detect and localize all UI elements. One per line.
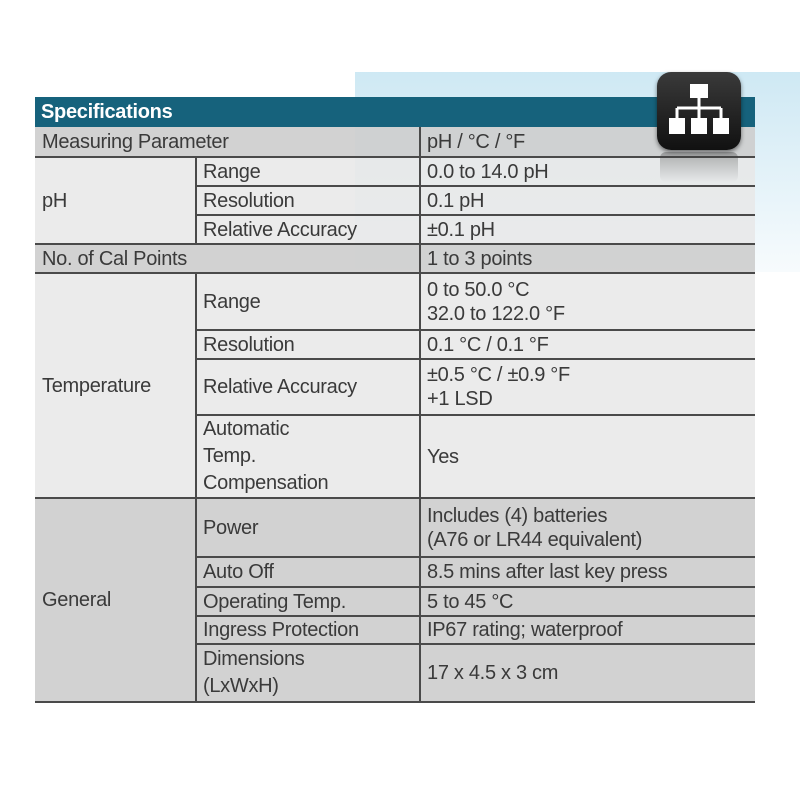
ph-range-label: Range xyxy=(203,160,261,183)
power-line-2: (A76 or LR44 equivalent) xyxy=(427,528,643,551)
auto-off-label: Auto Off xyxy=(203,561,274,583)
power-line-1: Includes (4) batteries xyxy=(427,504,608,527)
measuring-label: Measuring Parameter xyxy=(42,131,229,153)
measuring-value: pH / °C / °F xyxy=(427,131,525,153)
temperature-group-label: Temperature xyxy=(42,374,151,397)
atc-label-line-1: Automatic xyxy=(203,418,290,440)
temp-range-label: Range xyxy=(203,290,261,313)
temp-accuracy-line-1: ±0.5 °C / ±0.9 °F xyxy=(427,364,570,386)
power-value: Includes (4) batteries (A76 or LR44 equi… xyxy=(420,498,755,557)
power-label: Power xyxy=(203,516,259,539)
temp-range-celsius: 0 to 50.0 °C xyxy=(427,278,530,301)
temp-accuracy-value: ±0.5 °C / ±0.9 °F +1 LSD xyxy=(420,359,755,415)
ingress-value: IP67 rating; waterproof xyxy=(427,619,623,641)
temp-resolution-label: Resolution xyxy=(203,333,295,356)
dimensions-label: Dimensions (LxWxH) xyxy=(196,644,420,702)
row-bg xyxy=(35,273,755,498)
auto-off-value: 8.5 mins after last key press xyxy=(427,561,668,583)
row-bg xyxy=(35,244,755,273)
atc-label-line-3: Compensation xyxy=(203,472,329,494)
general-group-label: General xyxy=(42,589,112,611)
dimensions-value: 17 x 4.5 x 3 cm xyxy=(427,662,559,684)
cal-points-label: No. of Cal Points xyxy=(42,247,187,270)
row-bg xyxy=(35,498,755,702)
temp-accuracy-line-2: +1 LSD xyxy=(427,388,493,410)
cal-points-value: 1 to 3 points xyxy=(427,247,533,270)
ph-group-label: pH xyxy=(42,189,67,212)
ph-range-value: 0.0 to 14.0 pH xyxy=(427,160,549,183)
ingress-label: Ingress Protection xyxy=(203,619,359,641)
dimensions-label-line-1: Dimensions xyxy=(203,648,305,670)
ph-accuracy-value: ±0.1 pH xyxy=(427,218,495,241)
sitemap-hierarchy-icon xyxy=(657,72,741,150)
temp-resolution-value: 0.1 °C / 0.1 °F xyxy=(427,333,549,356)
icon-reflection xyxy=(660,152,738,182)
atc-value: Yes xyxy=(427,445,459,468)
temp-range-value: 0 to 50.0 °C 32.0 to 122.0 °F xyxy=(420,273,755,330)
dimensions-label-line-2: (LxWxH) xyxy=(203,675,279,697)
temp-range-fahrenheit: 32.0 to 122.0 °F xyxy=(427,302,565,325)
ph-resolution-value: 0.1 pH xyxy=(427,189,485,212)
atc-label-line-2: Temp. xyxy=(203,445,256,467)
temp-accuracy-label: Relative Accuracy xyxy=(203,376,357,398)
row-bg xyxy=(35,127,755,157)
ph-accuracy-label: Relative Accuracy xyxy=(203,218,357,241)
atc-label: Automatic Temp. Compensation xyxy=(196,415,420,498)
operating-temp-value: 5 to 45 °C xyxy=(427,590,514,613)
operating-temp-label: Operating Temp. xyxy=(203,590,346,613)
row-bg xyxy=(35,157,755,244)
ph-resolution-label: Resolution xyxy=(203,189,295,212)
specifications-header: Specifications xyxy=(35,97,755,127)
